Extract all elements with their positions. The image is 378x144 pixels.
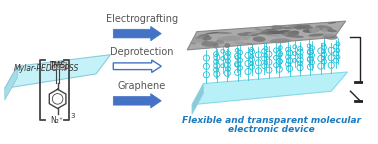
Ellipse shape xyxy=(237,33,249,36)
Ellipse shape xyxy=(253,36,266,42)
Ellipse shape xyxy=(215,40,225,44)
Text: Flexible and transparent molecular: Flexible and transparent molecular xyxy=(182,115,361,125)
Text: Mylar-PEDOT:PSS: Mylar-PEDOT:PSS xyxy=(14,64,79,73)
Ellipse shape xyxy=(292,26,299,29)
Ellipse shape xyxy=(281,32,294,36)
Ellipse shape xyxy=(292,27,309,29)
Ellipse shape xyxy=(239,33,250,37)
Ellipse shape xyxy=(256,32,273,34)
Text: TMS: TMS xyxy=(50,61,66,70)
Ellipse shape xyxy=(306,25,311,29)
Ellipse shape xyxy=(279,30,291,32)
Ellipse shape xyxy=(270,38,291,43)
Ellipse shape xyxy=(265,34,281,37)
Ellipse shape xyxy=(202,40,208,43)
Ellipse shape xyxy=(288,32,299,36)
Ellipse shape xyxy=(193,37,208,43)
Ellipse shape xyxy=(263,29,276,31)
FancyBboxPatch shape xyxy=(50,62,65,69)
Ellipse shape xyxy=(322,28,328,33)
Ellipse shape xyxy=(224,43,230,48)
Ellipse shape xyxy=(214,32,232,34)
Ellipse shape xyxy=(271,25,282,30)
Text: N₂⁺: N₂⁺ xyxy=(50,116,63,125)
Ellipse shape xyxy=(271,28,279,31)
Polygon shape xyxy=(5,55,110,88)
Ellipse shape xyxy=(261,30,275,35)
Text: Graphene: Graphene xyxy=(118,81,166,91)
Ellipse shape xyxy=(309,27,320,32)
Ellipse shape xyxy=(221,36,242,40)
Ellipse shape xyxy=(328,22,336,24)
Ellipse shape xyxy=(308,33,324,37)
Text: 3: 3 xyxy=(70,113,74,119)
Ellipse shape xyxy=(194,36,205,39)
Ellipse shape xyxy=(279,26,293,29)
Ellipse shape xyxy=(224,36,242,41)
Ellipse shape xyxy=(294,25,313,29)
Ellipse shape xyxy=(288,31,299,36)
Ellipse shape xyxy=(315,25,333,31)
Ellipse shape xyxy=(314,30,319,32)
Ellipse shape xyxy=(285,35,304,38)
Polygon shape xyxy=(187,21,345,50)
Ellipse shape xyxy=(223,38,239,41)
Ellipse shape xyxy=(213,43,219,49)
Polygon shape xyxy=(192,72,347,105)
Ellipse shape xyxy=(234,42,248,45)
Ellipse shape xyxy=(191,42,196,44)
Ellipse shape xyxy=(248,33,253,36)
Text: Electrografting: Electrografting xyxy=(106,14,178,24)
Ellipse shape xyxy=(205,32,219,34)
Ellipse shape xyxy=(267,29,280,34)
Ellipse shape xyxy=(201,41,218,47)
Polygon shape xyxy=(192,84,203,114)
Ellipse shape xyxy=(296,24,310,27)
Ellipse shape xyxy=(197,34,209,39)
Ellipse shape xyxy=(255,28,262,31)
Ellipse shape xyxy=(217,37,228,41)
FancyArrow shape xyxy=(113,26,161,41)
Ellipse shape xyxy=(326,29,337,32)
FancyArrow shape xyxy=(113,60,161,72)
FancyArrow shape xyxy=(113,94,161,108)
Ellipse shape xyxy=(271,31,287,34)
Text: Deprotection: Deprotection xyxy=(110,47,174,57)
Ellipse shape xyxy=(246,43,253,45)
Ellipse shape xyxy=(302,29,312,33)
Ellipse shape xyxy=(242,36,249,40)
Ellipse shape xyxy=(295,25,303,30)
Ellipse shape xyxy=(202,36,212,40)
Ellipse shape xyxy=(251,30,270,34)
Ellipse shape xyxy=(267,31,284,34)
Ellipse shape xyxy=(288,25,304,27)
Ellipse shape xyxy=(323,34,338,40)
Text: electronic device: electronic device xyxy=(228,125,314,134)
Ellipse shape xyxy=(307,28,319,33)
Polygon shape xyxy=(5,66,17,100)
Ellipse shape xyxy=(243,32,259,36)
Ellipse shape xyxy=(318,33,335,37)
